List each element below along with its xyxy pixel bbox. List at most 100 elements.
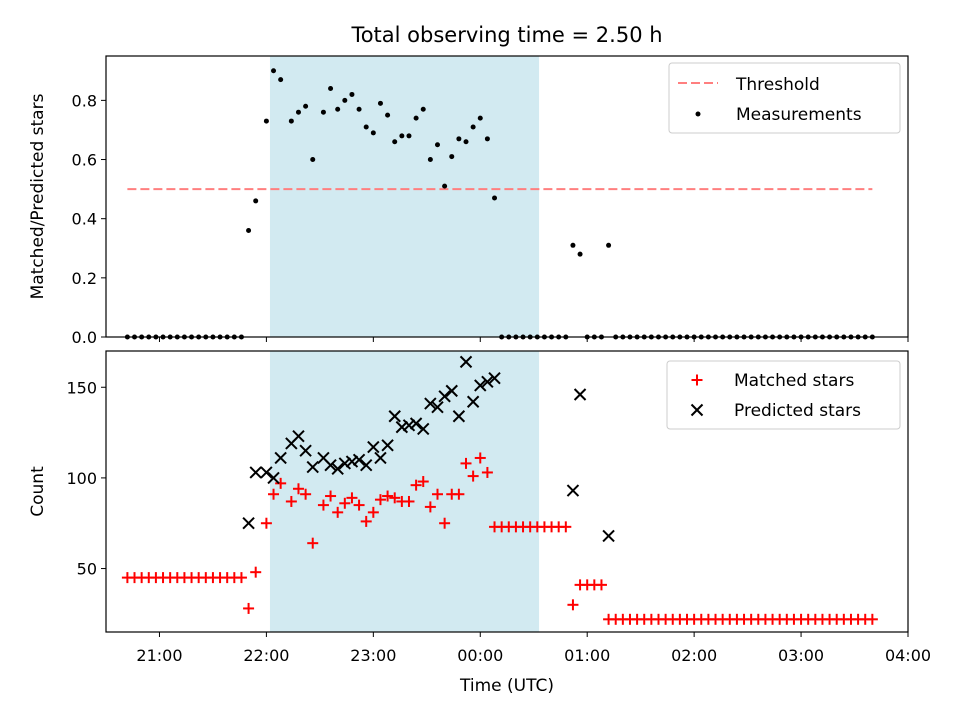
predicted-star-point <box>359 459 373 472</box>
measurement-point <box>310 157 316 163</box>
predicted-star-point <box>459 355 473 369</box>
matched-star-point <box>410 479 422 491</box>
measurement-point <box>356 106 362 112</box>
predicted-star-point <box>367 440 380 454</box>
y-tick-label: 0.0 <box>72 328 97 347</box>
matched-star-point <box>474 452 486 464</box>
legend-matched-swatch <box>691 374 703 386</box>
x-tick-label: 00:00 <box>457 646 503 665</box>
measurement-point <box>392 139 398 145</box>
measurement-point <box>449 154 455 160</box>
predicted-star-point <box>352 453 366 466</box>
measurement-point <box>570 242 576 248</box>
predicted-star-point <box>374 451 387 465</box>
predicted-star-point <box>566 484 580 497</box>
matched-star-point <box>417 476 429 488</box>
measurement-point <box>434 142 440 148</box>
matched-star-point <box>260 517 272 529</box>
top-plot-frame <box>105 55 909 338</box>
matched-star-point <box>346 492 358 504</box>
legend-threshold-label: Threshold <box>735 75 820 95</box>
legend-matched-label: Matched stars <box>734 371 854 391</box>
matched-star-point <box>439 517 451 529</box>
measurement-point <box>427 157 433 163</box>
matched-star-point <box>403 495 415 507</box>
x-tick-label: 04:00 <box>885 646 931 665</box>
measurement-point <box>477 115 483 121</box>
matched-star-point <box>374 494 386 506</box>
matched-star-point <box>275 477 287 489</box>
predicted-star-point <box>267 471 280 485</box>
y-tick-label: 0.8 <box>72 91 97 110</box>
y-tick-label: 150 <box>66 378 97 397</box>
matched-star-point <box>339 497 351 509</box>
predicted-star-point <box>306 460 319 474</box>
matched-star-point <box>453 488 465 500</box>
matched-star-point <box>560 521 572 533</box>
predicted-star-point <box>402 419 416 432</box>
observing-window-span <box>269 351 540 632</box>
matched-star-point <box>360 515 372 527</box>
legend-measurements-label: Measurements <box>736 105 862 125</box>
predicted-star-point <box>488 371 501 385</box>
y-tick-label: 50 <box>77 560 97 579</box>
matched-star-point <box>300 488 312 500</box>
x-axis-label: Time (UTC) <box>459 676 554 696</box>
predicted-star-point <box>331 462 344 476</box>
predicted-star-point <box>274 451 287 465</box>
predicted-star-point <box>481 375 494 389</box>
matched-star-point <box>250 566 262 578</box>
measurement-point <box>420 106 426 112</box>
matched-star-point <box>307 537 319 549</box>
measurement-point <box>399 133 405 139</box>
predicted-star-point <box>292 429 305 443</box>
measurement-point <box>606 242 612 248</box>
x-tick-label: 21:00 <box>136 646 182 665</box>
legend-measurements-swatch <box>695 111 701 117</box>
legend-box <box>668 62 901 134</box>
predicted-star-point <box>452 410 466 423</box>
measurement-point <box>246 228 252 234</box>
x-tick-label: 01:00 <box>564 646 610 665</box>
measurement-point <box>484 136 490 142</box>
bottom-y-axis-label: Count <box>28 466 48 517</box>
bottom-chart-panel: 50 100 150 21:00 22:00 23:00 00:00 01:00 02:00 0… <box>28 350 931 696</box>
predicted-star-point <box>474 379 487 392</box>
measurement-point <box>335 106 341 112</box>
matched-star-point <box>332 506 344 518</box>
predicted-star-point <box>242 517 255 530</box>
measurement-point <box>328 86 334 92</box>
top-y-axis-label: Matched/Predicted stars <box>28 93 48 299</box>
matched-star-point <box>353 499 365 511</box>
predicted-star-point <box>299 444 312 457</box>
measurement-point <box>470 124 476 130</box>
matched-star-point <box>866 613 878 625</box>
measurement-point <box>385 112 391 118</box>
legend-predicted-label: Predicted stars <box>734 401 861 421</box>
measurement-point <box>295 109 301 115</box>
bottom-plot-frame <box>105 350 909 633</box>
measurement-point <box>271 68 277 74</box>
measurement-point <box>463 139 469 145</box>
matched-star-point <box>467 470 479 482</box>
measurement-point <box>342 97 348 103</box>
measurement-point <box>263 118 269 124</box>
measurement-point <box>456 136 462 142</box>
x-tick-label: 22:00 <box>243 646 289 665</box>
matched-star-point <box>325 490 337 502</box>
measurement-point <box>363 124 369 130</box>
predicted-star-point <box>260 466 273 479</box>
y-tick-label: 0.2 <box>72 269 97 288</box>
measurement-point <box>303 103 309 109</box>
measurement-point <box>349 91 355 97</box>
measurement-point <box>370 130 376 136</box>
bottom-y-ticks: 50 100 150 <box>66 378 106 579</box>
predicted-star-point <box>602 529 615 543</box>
measurement-point <box>492 195 498 201</box>
predicted-star-point <box>409 417 423 430</box>
predicted-star-point <box>381 439 394 452</box>
matched-star-point <box>567 599 579 611</box>
bottom-legend: Matched stars Predicted stars <box>666 360 901 430</box>
top-legend: Threshold Measurements <box>668 62 901 134</box>
